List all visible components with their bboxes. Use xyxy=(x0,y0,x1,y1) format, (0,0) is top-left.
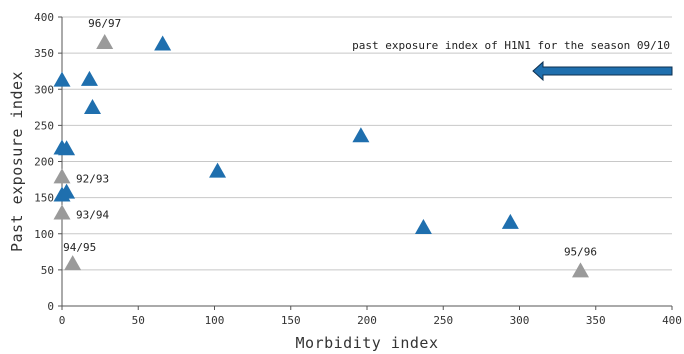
data-point-gray xyxy=(96,34,114,50)
y-tick-label: 400 xyxy=(34,11,54,24)
x-tick-label: 200 xyxy=(357,314,377,327)
y-tick-labels: 0 50 100 150 200 250 300 350 400 xyxy=(34,11,62,313)
y-tick-label: 150 xyxy=(34,192,54,205)
x-tick-label: 100 xyxy=(205,314,225,327)
grid-lines xyxy=(62,16,672,271)
annotation: past exposure index of H1N1 for the seas… xyxy=(352,39,673,82)
y-tick-label: 200 xyxy=(34,156,54,169)
x-tick-label: 300 xyxy=(510,314,530,327)
data-point-blue xyxy=(53,186,71,202)
x-tick-label: 150 xyxy=(281,314,301,327)
y-tick-label: 50 xyxy=(41,264,54,277)
x-tick-label: 0 xyxy=(59,314,66,327)
point-label: 95/96 xyxy=(564,245,597,258)
data-point-gray xyxy=(53,168,71,184)
data-point-blue xyxy=(414,218,432,234)
x-tick-label: 250 xyxy=(433,314,453,327)
data-point-blue xyxy=(501,213,519,229)
x-tick-label: 50 xyxy=(132,314,145,327)
x-tick-labels: 0 50 100 150 200 250 300 350 400 xyxy=(59,306,682,327)
data-point-blue xyxy=(80,70,98,86)
point-label: 94/95 xyxy=(63,241,96,254)
x-tick-label: 400 xyxy=(662,314,682,327)
x-axis-title: Morbidity index xyxy=(296,334,439,352)
y-tick-label: 0 xyxy=(47,300,54,313)
data-point-blue xyxy=(53,71,71,87)
data-point-gray xyxy=(53,204,71,220)
y-axis-title: Past exposure index xyxy=(8,71,26,252)
data-point-gray xyxy=(572,262,589,278)
y-tick-label: 250 xyxy=(34,119,54,132)
point-label: 93/94 xyxy=(76,209,109,222)
point-labels: 96/97 92/93 93/94 94/95 95/96 xyxy=(63,17,597,258)
data-point-blue xyxy=(58,140,76,156)
y-tick-label: 350 xyxy=(34,47,54,60)
y-tick-label: 100 xyxy=(34,228,54,241)
x-tick-label: 350 xyxy=(586,314,606,327)
data-point-blue xyxy=(154,35,172,51)
data-point-blue xyxy=(209,162,227,178)
data-point-blue xyxy=(352,127,370,143)
annotation-text: past exposure index of H1N1 for the seas… xyxy=(352,39,670,52)
data-point-blue xyxy=(84,99,101,115)
annotation-arrow xyxy=(532,60,673,82)
point-label: 92/93 xyxy=(76,172,109,185)
point-label: 96/97 xyxy=(88,17,121,30)
data-point-gray xyxy=(64,255,82,271)
y-tick-label: 300 xyxy=(34,83,54,96)
data-points xyxy=(53,34,589,278)
